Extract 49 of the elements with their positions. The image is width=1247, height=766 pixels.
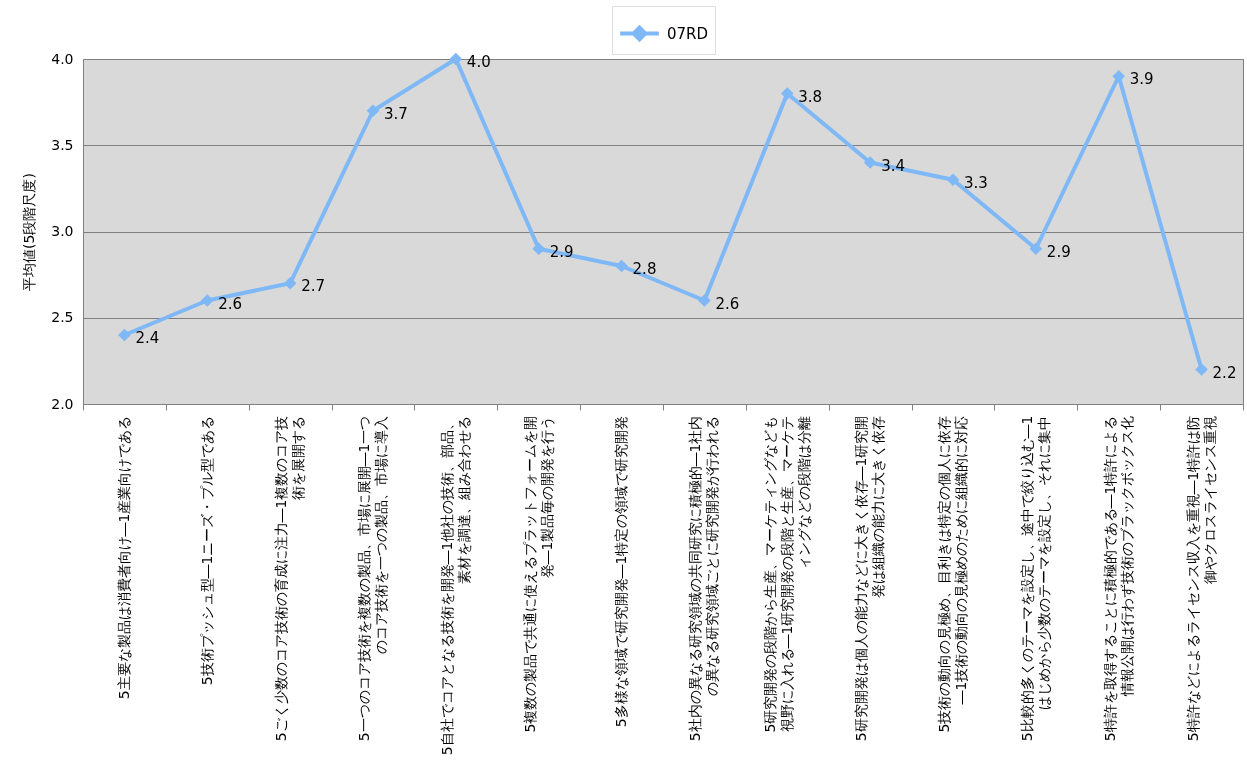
x-tick-label: 5ごく少数のコア技術の育成に注力―1複数のコア技術を展開する bbox=[273, 415, 307, 742]
point bbox=[118, 328, 131, 342]
point bbox=[449, 52, 463, 66]
data-label: 2.9 bbox=[549, 242, 574, 261]
data-label: 3.4 bbox=[881, 156, 905, 175]
point bbox=[283, 276, 297, 290]
x-tick-label: 5技術の動向の見極め、目利きは特定の個人に依存―1技術の動向の見極めのために組織的に対応 bbox=[936, 415, 969, 733]
x-tick-label: 5社内の異なる研究領域の共同研究に積極的―1社内の異なる研究領域ごとに研究開発が行われる bbox=[687, 415, 721, 742]
data-label: 2.2 bbox=[1212, 363, 1237, 382]
data-label: 2.6 bbox=[218, 294, 243, 313]
data-label: 2.7 bbox=[301, 277, 325, 296]
data-label: 3.7 bbox=[384, 104, 408, 123]
y-axis-title: 平均値(5段階尺度) bbox=[21, 173, 38, 291]
point bbox=[863, 156, 877, 169]
x-tick-label: 5比較的多くのテーマを設定し、途中で絞り込む―1はじめから少数のテーマを設定し、それに集中 bbox=[1018, 415, 1052, 742]
data-label: 2.4 bbox=[135, 329, 160, 347]
x-tick-label: 5特許などによるライセンス収入を重視―1特許は防御やクロスライセンス重視 bbox=[1184, 415, 1218, 742]
x-tick-label: 5多様な領域で研究開発―1特定の領域で研究開発 bbox=[613, 415, 630, 728]
x-tick-label: 5主要な製品は消費者向け―1産業向けである bbox=[115, 415, 132, 700]
x-tick-label: 5研究開発は個人の能力などに大きく依存―1研究開発は組織の能力に大きく依存 bbox=[853, 415, 887, 742]
point bbox=[1029, 242, 1043, 256]
data-label: 2.8 bbox=[632, 260, 657, 278]
x-tick-label: 5研究開発の段階から生産、マーケティングなども視野に入れる―1研究開発の段階と生産、マーケティングなどの段階は分離 bbox=[761, 415, 812, 733]
data-label: 3.8 bbox=[798, 87, 823, 106]
x-tick-label: 5自社でコアとなる技術を開発―1他社の技術、部品、素材を調達、組み合わせる bbox=[438, 415, 472, 756]
point bbox=[1112, 69, 1126, 83]
point bbox=[946, 173, 960, 187]
y-tick-label: 3.5 bbox=[51, 136, 74, 153]
data-label: 2.9 bbox=[1046, 242, 1071, 261]
y-tick-label: 4.0 bbox=[51, 50, 74, 67]
point bbox=[698, 294, 711, 307]
x-tick-label: 5一つのコア技術を複数の製品、市場に展開―1一つのコア技術を一つの製品、市場に導入 bbox=[356, 415, 389, 742]
point bbox=[366, 104, 380, 118]
point bbox=[780, 87, 794, 100]
data-label: 3.3 bbox=[964, 173, 988, 192]
y-tick-label: 2.5 bbox=[51, 309, 74, 326]
x-tick-label: 5技術プッシュ型―1ニーズ・プル型である bbox=[198, 415, 215, 686]
y-tick-label: 2.0 bbox=[51, 395, 74, 412]
x-tick-label: 5特許を取得することに積極的である―1特許による情報公開は行わず技術のブラックボックス化 bbox=[1101, 415, 1135, 742]
data-label: 2.6 bbox=[715, 294, 740, 313]
x-tick-label: 5複数の製品で共通に使えるプラットフォームを開発―1製品毎の開発を行う bbox=[521, 415, 555, 733]
point bbox=[200, 294, 214, 307]
y-tick-label: 3.0 bbox=[51, 223, 74, 239]
legend-label: 07RD bbox=[667, 24, 709, 43]
data-label: 4.0 bbox=[466, 53, 491, 71]
data-label: 3.9 bbox=[1129, 70, 1154, 89]
point bbox=[532, 242, 546, 256]
point bbox=[1195, 363, 1208, 376]
point bbox=[615, 259, 628, 273]
